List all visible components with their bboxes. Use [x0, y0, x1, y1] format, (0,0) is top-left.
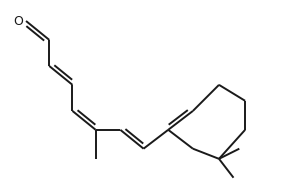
- Text: O: O: [13, 14, 23, 28]
